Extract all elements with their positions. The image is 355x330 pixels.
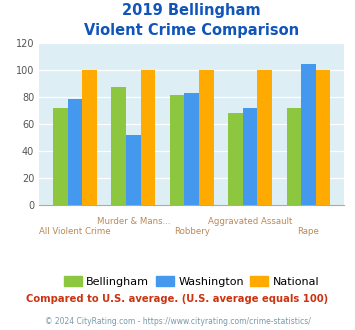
- Bar: [301, 64, 316, 205]
- Legend: Bellingham, Washington, National: Bellingham, Washington, National: [60, 272, 324, 291]
- Text: All Violent Crime: All Violent Crime: [39, 227, 111, 236]
- Text: © 2024 CityRating.com - https://www.cityrating.com/crime-statistics/: © 2024 CityRating.com - https://www.city…: [45, 317, 310, 326]
- Bar: [286, 108, 301, 205]
- Bar: [199, 70, 214, 205]
- Text: Aggravated Assault: Aggravated Assault: [208, 217, 292, 226]
- Title: 2019 Bellingham
Violent Crime Comparison: 2019 Bellingham Violent Crime Comparison: [84, 3, 299, 38]
- Bar: [228, 113, 243, 205]
- Text: Robbery: Robbery: [174, 227, 210, 236]
- Bar: [126, 135, 141, 205]
- Bar: [316, 70, 331, 205]
- Bar: [53, 108, 67, 205]
- Bar: [111, 87, 126, 205]
- Text: Rape: Rape: [297, 227, 320, 236]
- Text: Compared to U.S. average. (U.S. average equals 100): Compared to U.S. average. (U.S. average …: [26, 294, 329, 304]
- Bar: [67, 99, 82, 205]
- Bar: [184, 93, 199, 205]
- Bar: [243, 108, 257, 205]
- Bar: [141, 70, 155, 205]
- Text: Murder & Mans...: Murder & Mans...: [97, 217, 170, 226]
- Bar: [257, 70, 272, 205]
- Bar: [82, 70, 97, 205]
- Bar: [170, 95, 184, 205]
